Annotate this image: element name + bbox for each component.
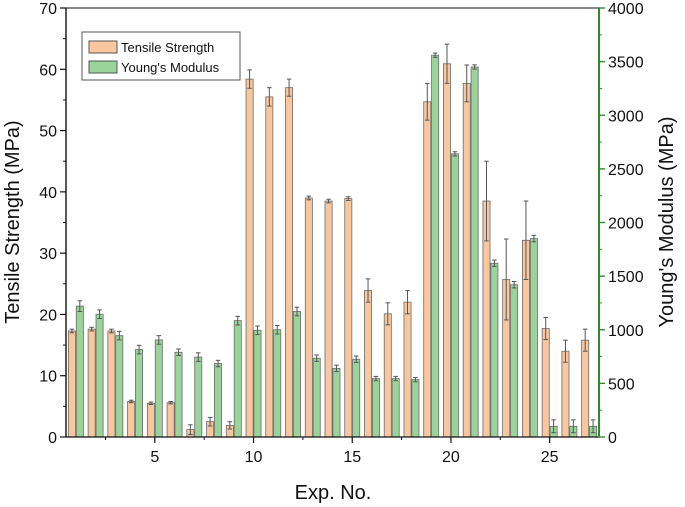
bar-young-s-modulus-exp-11: [273, 329, 282, 438]
right-y-tick-label-4000: 4000: [608, 1, 644, 18]
right-y-axis-title: Young's Modulus (MPa): [656, 117, 678, 328]
x-tick-label-5: 5: [150, 449, 159, 466]
bar-tensile-strength-exp-11: [265, 96, 274, 438]
bar-tensile-strength-exp-5: [146, 402, 155, 438]
left-y-tick-label-50: 50: [39, 124, 57, 141]
bar-young-s-modulus-exp-20: [450, 153, 459, 438]
bar-young-s-modulus-exp-5: [154, 339, 163, 438]
bar-tensile-strength-exp-15: [344, 198, 353, 438]
bar-young-s-modulus-exp-24: [529, 238, 538, 438]
bar-tensile-strength-exp-14: [324, 200, 333, 438]
bar-tensile-strength-exp-4: [127, 401, 136, 438]
bar-young-s-modulus-exp-14: [332, 367, 341, 438]
x-tick-label-15: 15: [343, 449, 361, 466]
bar-tensile-strength-exp-16: [364, 290, 372, 438]
bar-young-s-modulus-exp-15: [352, 358, 361, 438]
left-y-axis-title: Tensile Strength (MPa): [2, 120, 24, 323]
right-y-tick-label-2000: 2000: [608, 216, 644, 233]
bar-young-s-modulus-exp-23: [510, 284, 519, 438]
bar-young-s-modulus-exp-6: [174, 351, 183, 438]
right-y-tick-label-2500: 2500: [608, 162, 644, 179]
bar-tensile-strength-exp-3: [107, 330, 116, 438]
bar-young-s-modulus-exp-12: [293, 311, 301, 438]
bar-young-s-modulus-exp-9: [233, 320, 242, 438]
left-y-tick-label-30: 30: [39, 246, 57, 263]
bar-tensile-strength-exp-26: [561, 350, 570, 438]
bar-tensile-strength-exp-1: [67, 330, 76, 438]
bar-tensile-strength-exp-13: [304, 197, 313, 438]
bar-young-s-modulus-exp-7: [194, 356, 203, 438]
bar-young-s-modulus-exp-18: [411, 379, 420, 438]
left-y-tick-label-40: 40: [39, 185, 57, 202]
bar-young-s-modulus-exp-17: [391, 378, 400, 438]
legend-label-youngs-modulus: Young's Modulus: [121, 60, 220, 75]
bar-young-s-modulus-exp-3: [115, 335, 124, 438]
bar-tensile-strength-exp-17: [383, 313, 392, 438]
bar-tensile-strength-exp-2: [87, 328, 96, 438]
bar-tensile-strength-exp-10: [245, 78, 254, 438]
bar-young-s-modulus-exp-16: [371, 378, 380, 438]
bar-tensile-strength-exp-27: [581, 339, 590, 438]
bar-tensile-strength-exp-6: [166, 402, 175, 438]
ticks-layer: 0 10 20 30 40 50 60 70 0 500 1000 1500 2000 2500 3000 3…: [39, 1, 643, 466]
bar-young-s-modulus-exp-4: [135, 349, 143, 438]
bar-young-s-modulus-exp-10: [253, 329, 262, 438]
bar-young-s-modulus-exp-21: [470, 66, 479, 438]
x-tick-label-20: 20: [442, 449, 460, 466]
legend-swatch-tensile-strength: [88, 40, 118, 54]
left-y-tick-label-10: 10: [39, 369, 57, 386]
bar-tensile-strength-exp-12: [285, 87, 294, 438]
right-y-tick-label-0: 0: [608, 430, 617, 447]
right-y-tick-label-500: 500: [608, 376, 635, 393]
right-y-tick-label-3000: 3000: [608, 108, 644, 125]
right-y-tick-label-3500: 3500: [608, 55, 644, 72]
bar-young-s-modulus-exp-2: [95, 313, 104, 438]
bars-layer: [67, 43, 598, 438]
right-y-tick-label-1000: 1000: [608, 323, 644, 340]
bar-tensile-strength-exp-19: [423, 101, 432, 438]
bar-young-s-modulus-exp-22: [490, 262, 499, 438]
bar-tensile-strength-exp-21: [462, 82, 471, 438]
x-axis-title: Exp. No.: [295, 482, 372, 504]
x-tick-label-25: 25: [541, 449, 559, 466]
legend-swatch-youngs-modulus: [88, 60, 118, 74]
bar-young-s-modulus-exp-8: [214, 363, 222, 438]
bar-tensile-strength-exp-25: [541, 328, 550, 438]
left-y-tick-label-70: 70: [39, 1, 57, 18]
legend: Tensile Strength Young's Modulus: [81, 31, 241, 81]
bar-young-s-modulus-exp-13: [312, 357, 321, 438]
bar-young-s-modulus-exp-19: [431, 54, 440, 438]
left-y-tick-label-0: 0: [48, 430, 57, 447]
bar-tensile-strength-exp-18: [403, 301, 412, 438]
right-y-tick-label-1500: 1500: [608, 269, 644, 286]
left-y-tick-label-20: 20: [39, 307, 57, 324]
x-tick-label-10: 10: [245, 449, 263, 466]
left-y-tick-label-60: 60: [39, 62, 57, 79]
bar-tensile-strength-exp-20: [443, 63, 451, 438]
legend-label-tensile-strength: Tensile Strength: [121, 40, 214, 55]
bar-young-s-modulus-exp-1: [75, 305, 84, 438]
